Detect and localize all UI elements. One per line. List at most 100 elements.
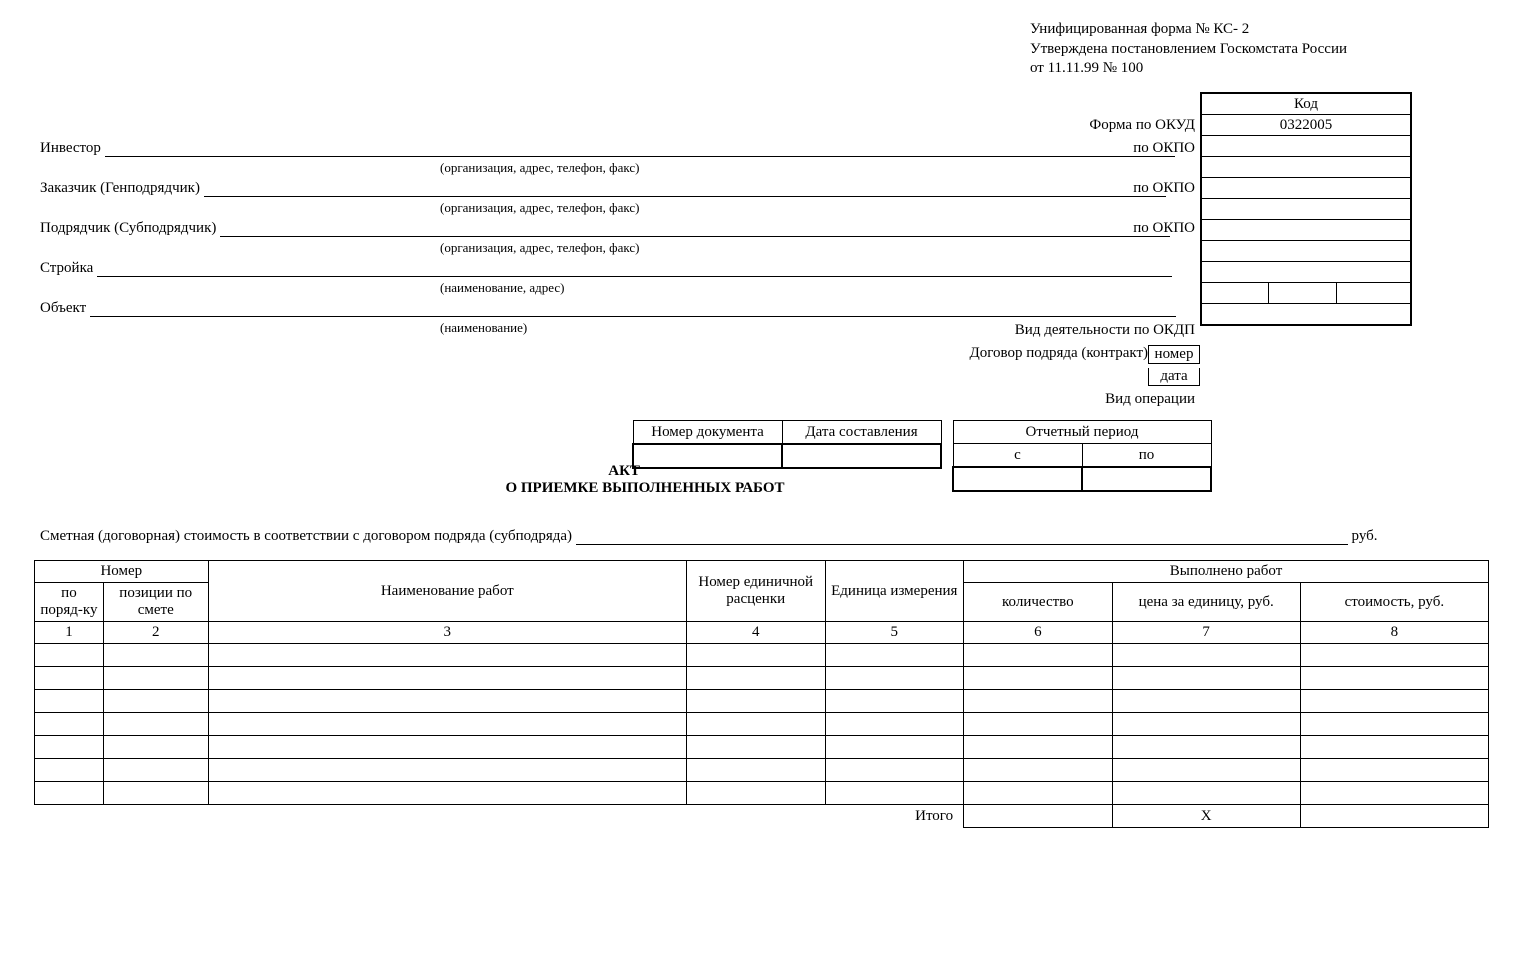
cell bbox=[35, 667, 104, 690]
customer-line bbox=[204, 180, 1166, 197]
contractor-label: Подрядчик (Субподрядчик) bbox=[40, 220, 216, 237]
cell bbox=[1112, 736, 1300, 759]
okpo1-value bbox=[1201, 136, 1411, 157]
header-line2: Утверждена постановлением Госкомстата Ро… bbox=[1030, 40, 1347, 60]
cell bbox=[1112, 713, 1300, 736]
object-line bbox=[90, 300, 1176, 317]
cell bbox=[1112, 759, 1300, 782]
period-title: Отчетный период bbox=[953, 421, 1211, 444]
main-table: Номер Наименование работ Номер единичной… bbox=[34, 560, 1489, 828]
code-title-cell: Код bbox=[1201, 93, 1411, 115]
cell bbox=[208, 759, 686, 782]
colnum-1: 1 bbox=[35, 622, 104, 644]
cell bbox=[35, 713, 104, 736]
period-to-value bbox=[1082, 467, 1211, 491]
cell bbox=[686, 644, 825, 667]
table-row bbox=[35, 713, 1489, 736]
hdr-number: Номер bbox=[35, 561, 209, 583]
cell bbox=[825, 759, 964, 782]
cell bbox=[103, 713, 208, 736]
total-row: ИтогоX bbox=[35, 805, 1489, 828]
total-qty bbox=[964, 805, 1113, 828]
cell bbox=[208, 690, 686, 713]
cell bbox=[208, 782, 686, 805]
cell bbox=[35, 644, 104, 667]
cell bbox=[103, 759, 208, 782]
customer-hint: (организация, адрес, телефон, факс) bbox=[440, 200, 639, 216]
blank1-value bbox=[1201, 199, 1411, 220]
cell bbox=[208, 667, 686, 690]
docnum-value bbox=[633, 444, 782, 468]
contract-num-label: номер bbox=[1148, 345, 1200, 364]
hdr-price: цена за единицу, руб. bbox=[1112, 583, 1300, 622]
cell bbox=[686, 759, 825, 782]
customer-row: Заказчик (Генподрядчик) bbox=[40, 180, 1166, 197]
activity-value bbox=[1201, 241, 1411, 262]
contractor-line bbox=[220, 220, 1170, 237]
cell bbox=[1300, 690, 1488, 713]
cell bbox=[1300, 713, 1488, 736]
docnum-table: Номер документа Дата составления bbox=[632, 420, 942, 469]
cell bbox=[1112, 644, 1300, 667]
cell bbox=[686, 782, 825, 805]
total-cost bbox=[1300, 805, 1488, 828]
cell bbox=[686, 690, 825, 713]
hdr-unitnum: Номер единичной расценки bbox=[686, 561, 825, 622]
investor-row: Инвестор bbox=[40, 140, 1175, 157]
contract-label: Договор подряда (контракт) bbox=[890, 345, 1148, 362]
estimate-line bbox=[576, 528, 1348, 545]
form-okud-label: Форма по ОКУД bbox=[900, 117, 1195, 134]
cell bbox=[103, 690, 208, 713]
cell bbox=[686, 667, 825, 690]
contractor-row: Подрядчик (Субподрядчик) bbox=[40, 220, 1170, 237]
cell bbox=[208, 713, 686, 736]
hdr-position: позиции по смете bbox=[103, 583, 208, 622]
construction-line bbox=[97, 260, 1172, 277]
cell bbox=[103, 782, 208, 805]
estimate-row: Сметная (договорная) стоимость в соответ… bbox=[40, 528, 1378, 545]
table-row bbox=[35, 736, 1489, 759]
cell bbox=[964, 782, 1113, 805]
total-label: Итого bbox=[35, 805, 964, 828]
cell bbox=[1300, 667, 1488, 690]
period-from-label: с bbox=[953, 444, 1082, 468]
period-from-value bbox=[953, 467, 1082, 491]
object-label: Объект bbox=[40, 300, 86, 317]
cell bbox=[1300, 759, 1488, 782]
cell bbox=[686, 736, 825, 759]
cell bbox=[825, 713, 964, 736]
colnum-4: 4 bbox=[686, 622, 825, 644]
cell bbox=[1112, 690, 1300, 713]
cell bbox=[964, 713, 1113, 736]
date-d bbox=[1201, 283, 1269, 304]
cell bbox=[208, 736, 686, 759]
okpo2-value bbox=[1201, 157, 1411, 178]
colnum-8: 8 bbox=[1300, 622, 1488, 644]
date-y bbox=[1336, 283, 1411, 304]
period-table: Отчетный период с по bbox=[952, 420, 1212, 492]
contractor-hint: (организация, адрес, телефон, факс) bbox=[440, 240, 639, 256]
object-row: Объект bbox=[40, 300, 1176, 317]
table-row bbox=[35, 667, 1489, 690]
cell bbox=[1112, 782, 1300, 805]
cell bbox=[35, 690, 104, 713]
hdr-unit: Единица измерения bbox=[825, 561, 964, 622]
cell bbox=[825, 690, 964, 713]
colnum-row: 12345678 bbox=[35, 622, 1489, 644]
cell bbox=[35, 782, 104, 805]
colnum-6: 6 bbox=[964, 622, 1113, 644]
header-line1: Унифицированная форма № КС- 2 bbox=[1030, 20, 1347, 40]
okpo3-value bbox=[1201, 178, 1411, 199]
colnum-5: 5 bbox=[825, 622, 964, 644]
cell bbox=[686, 713, 825, 736]
cell bbox=[1300, 644, 1488, 667]
cell bbox=[825, 736, 964, 759]
table-row bbox=[35, 690, 1489, 713]
cell bbox=[35, 759, 104, 782]
contract-date-label: дата bbox=[1148, 368, 1200, 386]
cell bbox=[964, 736, 1113, 759]
activity-label: Вид деятельности по ОКДП bbox=[900, 322, 1195, 339]
hdr-done: Выполнено работ bbox=[964, 561, 1489, 583]
investor-line bbox=[105, 140, 1175, 157]
cell bbox=[1300, 782, 1488, 805]
